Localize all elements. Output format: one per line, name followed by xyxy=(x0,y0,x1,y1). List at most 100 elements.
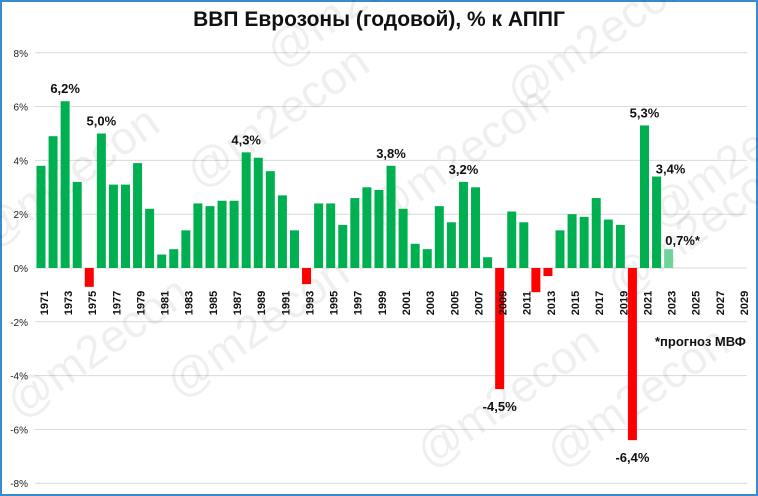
x-tick-label: 2017 xyxy=(594,291,606,315)
x-tick-label: 1975 xyxy=(87,291,99,315)
bar-1990 xyxy=(265,171,275,268)
footnote-imf-forecast: *прогноз МВФ xyxy=(655,334,746,349)
bar-1982 xyxy=(169,249,179,268)
data-label-1973: 6,2% xyxy=(50,81,80,96)
bar-2009 xyxy=(495,268,505,390)
bar-2015 xyxy=(567,214,577,268)
x-tick-label: 1985 xyxy=(208,291,220,315)
bar-2017 xyxy=(591,198,601,268)
x-tick-label: 2011 xyxy=(522,291,534,315)
x-tick-label: 1999 xyxy=(377,291,389,315)
bar-2022 xyxy=(652,176,662,268)
watermark: @m2econ xyxy=(0,265,198,428)
bar-2011 xyxy=(519,222,529,268)
x-tick-label: 1987 xyxy=(232,291,244,315)
bar-1997 xyxy=(350,198,360,268)
x-tick-label: 1983 xyxy=(184,291,196,315)
y-tick-label: 4% xyxy=(14,156,29,167)
data-label-2000: 3,8% xyxy=(376,146,406,161)
x-tick-label: 1997 xyxy=(353,291,365,315)
bar-1973 xyxy=(60,101,70,268)
bar-1996 xyxy=(338,224,348,268)
bar-2008 xyxy=(483,257,493,268)
bar-1984 xyxy=(193,203,203,268)
bar-1971 xyxy=(36,165,46,268)
bar-2004 xyxy=(434,206,444,268)
y-tick-label: 8% xyxy=(14,49,29,60)
x-tick-label: 2013 xyxy=(546,291,558,315)
bar-1980 xyxy=(145,208,155,268)
x-tick-label: 2015 xyxy=(570,291,582,315)
bar-2016 xyxy=(579,216,589,268)
data-label-1988: 4,3% xyxy=(231,132,261,147)
bar-1983 xyxy=(181,230,191,268)
data-label-2020: -6,4% xyxy=(615,450,649,465)
bar-2006 xyxy=(458,181,468,268)
bar-1977 xyxy=(108,184,118,268)
bar-1972 xyxy=(48,136,58,268)
bar-2001 xyxy=(398,208,408,268)
bar-2012 xyxy=(531,268,541,293)
bar-1994 xyxy=(314,203,324,268)
x-tick-label: 1979 xyxy=(135,291,147,315)
bar-1988 xyxy=(241,152,251,268)
data-label-2009: -4,5% xyxy=(483,399,517,414)
bar-1993 xyxy=(302,268,312,285)
bar-1987 xyxy=(229,200,239,268)
y-tick-label: -4% xyxy=(10,372,28,383)
bar-1985 xyxy=(205,206,215,268)
x-tick-label: 1973 xyxy=(63,291,75,315)
y-tick-label: -8% xyxy=(10,479,28,490)
bar-2013 xyxy=(543,268,553,277)
data-label-2006: 3,2% xyxy=(449,162,479,177)
y-tick-label: -6% xyxy=(10,425,28,436)
y-tick-label: 6% xyxy=(14,103,29,114)
bar-2000 xyxy=(386,165,396,268)
x-tick-label: 2009 xyxy=(498,291,510,315)
x-tick-label: 2003 xyxy=(425,291,437,315)
bar-1974 xyxy=(72,181,82,268)
x-tick-label: 2025 xyxy=(691,291,703,315)
bar-1978 xyxy=(120,184,130,268)
chart-title: ВВП Еврозоны (годовой), % к АППГ xyxy=(193,8,565,31)
bar-2014 xyxy=(555,230,565,268)
bar-2007 xyxy=(471,187,481,268)
x-tick-label: 1971 xyxy=(39,291,51,315)
bar-2019 xyxy=(615,224,625,268)
bar-2010 xyxy=(507,211,517,268)
x-tick-label: 2019 xyxy=(618,291,630,315)
x-tick-label: 2023 xyxy=(667,291,679,315)
bar-2002 xyxy=(410,243,420,268)
x-tick-label: 1977 xyxy=(111,291,123,315)
x-tick-label: 2021 xyxy=(642,291,654,315)
data-label-2021: 5,3% xyxy=(630,105,660,120)
data-label-2023: 0,7%* xyxy=(665,233,701,248)
watermark: @m2econ xyxy=(156,245,358,408)
bar-2021 xyxy=(640,125,649,269)
x-tick-label: 2027 xyxy=(715,291,727,315)
bar-2003 xyxy=(422,249,432,268)
bar-2005 xyxy=(446,222,456,268)
x-tick-label: 1993 xyxy=(304,291,316,315)
x-tick-label: 2005 xyxy=(449,291,461,315)
y-tick-label: 2% xyxy=(14,210,29,221)
x-tick-label: 2029 xyxy=(739,291,751,315)
bar-1986 xyxy=(217,200,227,268)
x-tick-label: 1991 xyxy=(280,291,292,315)
bar-1998 xyxy=(362,187,372,268)
y-tick-label: -2% xyxy=(10,318,28,329)
x-tick-label: 1989 xyxy=(256,291,268,315)
bar-1989 xyxy=(253,157,263,268)
bar-1991 xyxy=(277,195,287,268)
bar-1975 xyxy=(84,268,94,287)
bar-1999 xyxy=(374,189,384,268)
x-tick-label: 2007 xyxy=(473,291,485,315)
x-tick-label: 2001 xyxy=(401,291,413,315)
x-tick-label: 1995 xyxy=(329,291,341,315)
bar-2020 xyxy=(627,268,637,441)
y-tick-label: 0% xyxy=(14,264,29,275)
x-tick-label: 1981 xyxy=(160,291,172,315)
data-label-2022: 3,4% xyxy=(656,162,686,177)
bar-1992 xyxy=(289,230,299,268)
